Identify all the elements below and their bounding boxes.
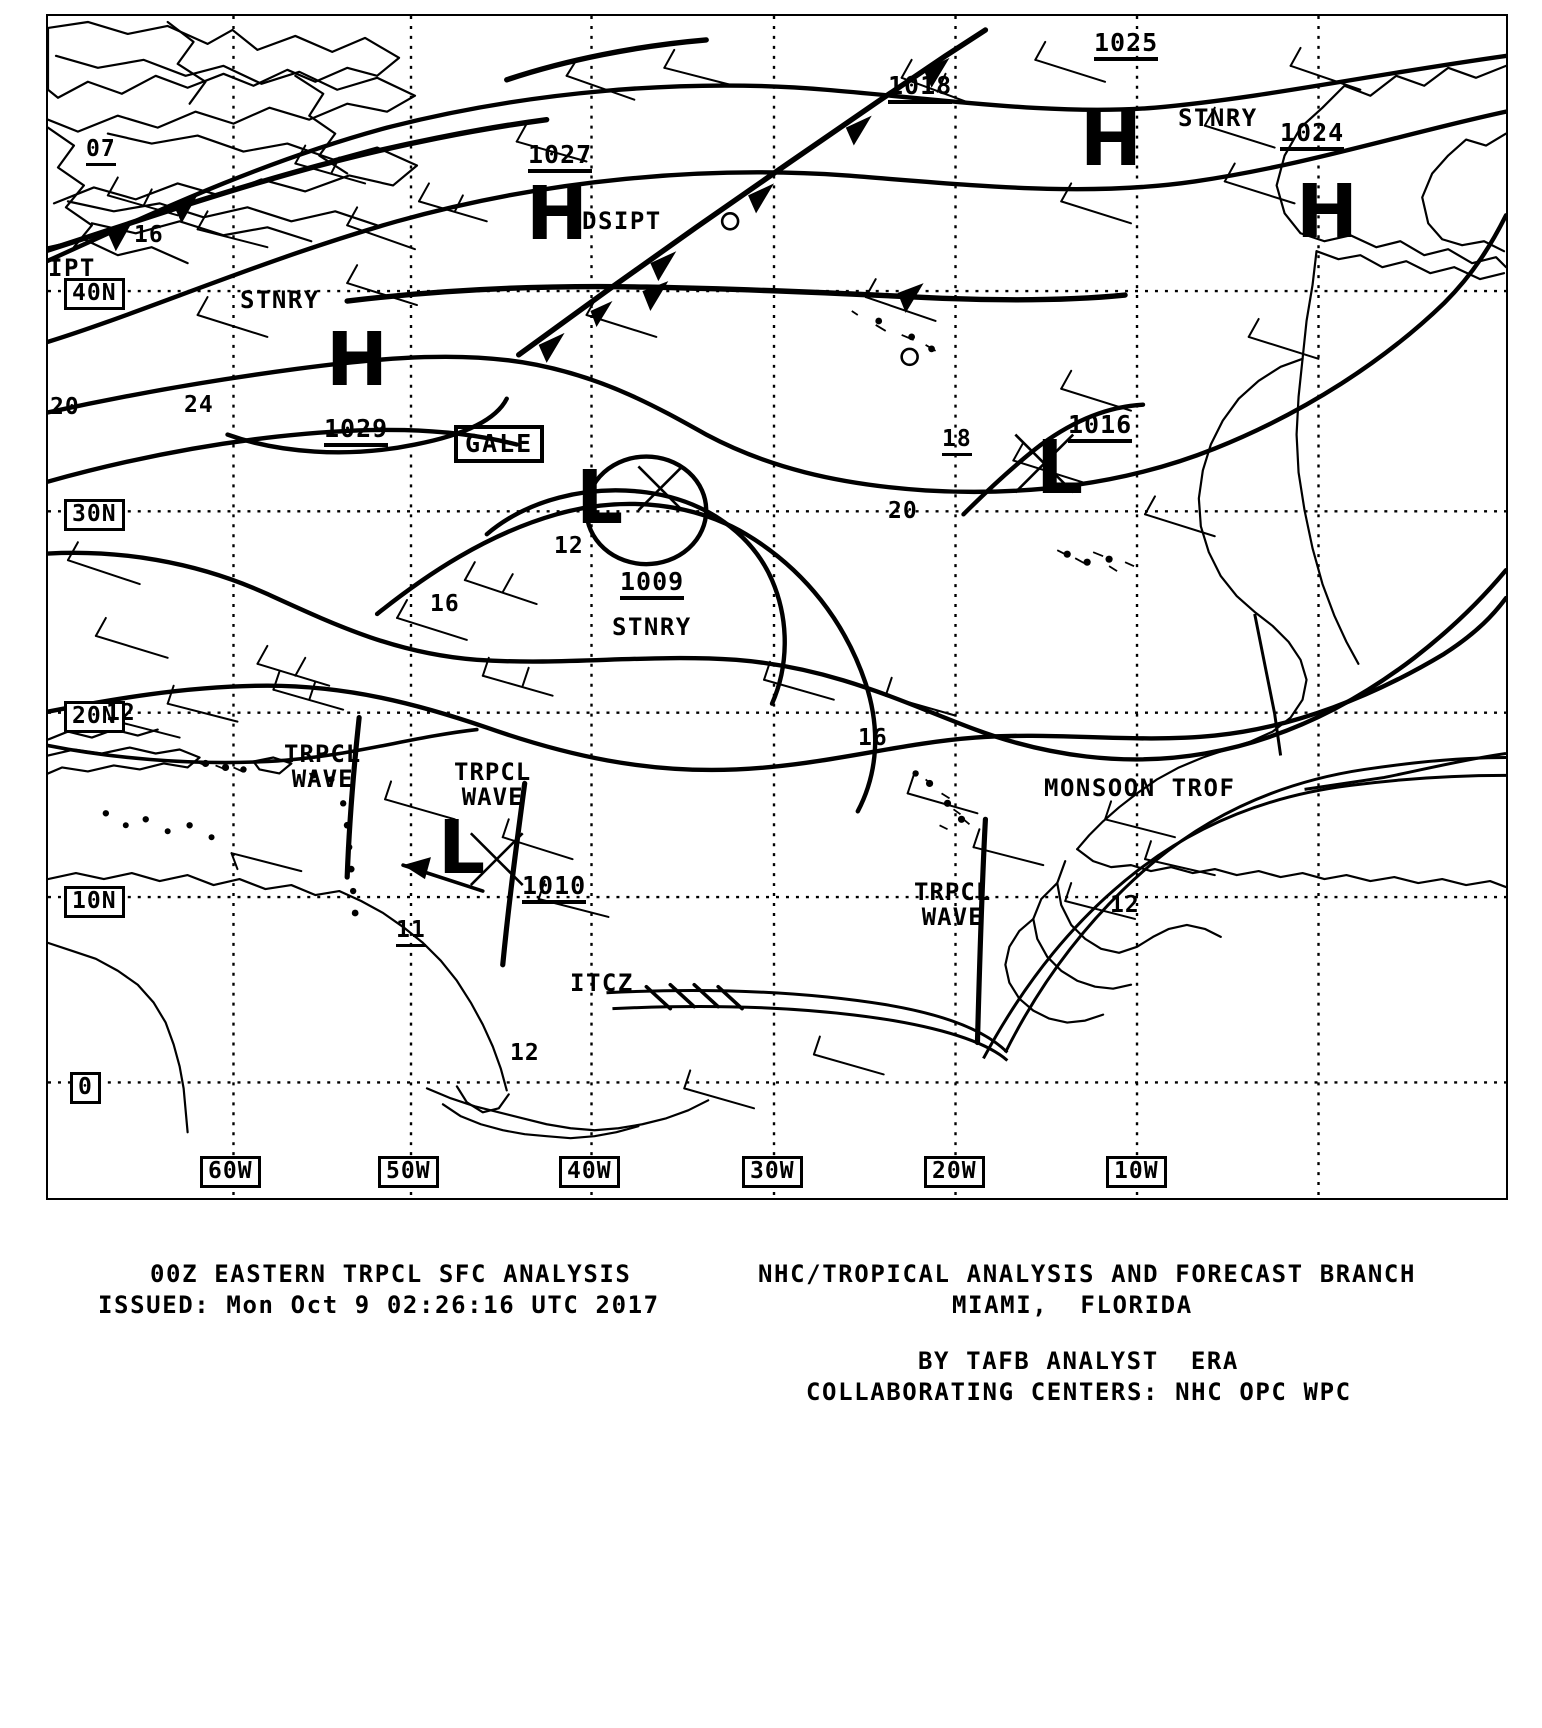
footer: 00Z EASTERN TRPCL SFC ANALYSIS ISSUED: M… <box>0 1255 1542 1435</box>
pressure-value-1027: 1027 <box>528 142 593 173</box>
itcz-hatching <box>644 982 744 1011</box>
graticule <box>48 16 1506 1198</box>
front-label-ipt: IPT <box>48 254 96 282</box>
pressure-value-1018: 1018 <box>888 73 953 104</box>
footer-city: MIAMI, FLORIDA <box>952 1291 1193 1319</box>
isobar-label-20-w: 20 <box>50 394 80 420</box>
isobar-label-16-nw: 16 <box>134 222 164 248</box>
tropical-wave-label-west: TRPCL WAVE <box>284 740 362 794</box>
isobar-label-07: 07 <box>86 138 116 166</box>
lat-label-40n: 40N <box>64 278 125 310</box>
stationary-front-central <box>344 281 1128 313</box>
tropical-waves <box>344 715 989 1046</box>
isobar-label-12-low: 12 <box>554 533 584 559</box>
lon-label-30w: 30W <box>742 1156 803 1188</box>
isobar-label-12-africa: 12 <box>1110 892 1140 918</box>
isobar-label-12-carib: 12 <box>106 700 136 726</box>
weather-map-canvas: .coast{fill:none;stroke:#000;stroke-widt… <box>48 16 1506 1198</box>
gale-warning-box: GALE <box>454 425 545 463</box>
low-center-x-marks <box>469 433 1075 886</box>
tropical-wave-label-central: TRPCL WAVE <box>454 758 532 812</box>
lat-label-20n: 20N <box>64 701 125 733</box>
low-center-1009: L <box>576 455 624 541</box>
lon-label-40w: 40W <box>559 1156 620 1188</box>
footer-collaborating: COLLABORATING CENTERS: NHC OPC WPC <box>806 1378 1352 1406</box>
pressure-value-1029: 1029 <box>324 416 389 447</box>
isobar-label-18: 18 <box>942 428 972 456</box>
footer-analyst: BY TAFB ANALYST ERA <box>918 1347 1239 1375</box>
lat-label-10n: 10N <box>64 886 125 918</box>
lon-label-50w: 50W <box>378 1156 439 1188</box>
isobars <box>48 53 1506 1062</box>
cold-front <box>516 27 989 363</box>
wind-barbs <box>66 40 1362 1110</box>
front-label-stnry-west: STNRY <box>240 286 320 314</box>
isobar-label-11: 11 <box>396 919 426 947</box>
low-motion-arrow <box>401 857 485 893</box>
front-label-stnry-east: STNRY <box>1178 104 1258 132</box>
stationary-front-north <box>48 37 709 253</box>
high-center-1025: H <box>1080 97 1142 183</box>
high-center-1027: H <box>526 171 588 257</box>
low-center-1016: L <box>1036 425 1084 511</box>
pressure-value-1016: 1016 <box>1068 412 1133 443</box>
lon-label-10w: 10W <box>1106 1156 1167 1188</box>
high-center-1029: H <box>326 317 388 403</box>
isobar-label-16-trades: 16 <box>858 725 888 751</box>
low-center-1010: L <box>438 805 486 891</box>
pressure-value-1009: 1009 <box>620 569 685 600</box>
high-center-1024: H <box>1296 169 1358 255</box>
isobar-label-16-sw: 16 <box>430 591 460 617</box>
isobar-label-12-south: 12 <box>510 1040 540 1066</box>
front-label-stnry-central: STNRY <box>612 613 692 641</box>
tropical-wave-label-east: TRPCL WAVE <box>914 878 992 932</box>
lat-label-equator: 0 <box>70 1072 101 1104</box>
itcz-label: ITCZ <box>570 969 634 997</box>
footer-title: 00Z EASTERN TRPCL SFC ANALYSIS <box>150 1260 632 1288</box>
pressure-value-1024: 1024 <box>1280 120 1345 151</box>
front-label-dsipt: DSIPT <box>582 207 662 235</box>
lat-label-30n: 30N <box>64 499 125 531</box>
map-frame: .coast{fill:none;stroke:#000;stroke-widt… <box>46 14 1508 1200</box>
pressure-value-1010: 1010 <box>522 873 587 904</box>
monsoon-trof-label: MONSOON TROF <box>1044 774 1236 802</box>
lon-label-60w: 60W <box>200 1156 261 1188</box>
isobar-label-20-e: 20 <box>888 498 918 524</box>
lon-label-20w: 20W <box>924 1156 985 1188</box>
pressure-value-1025: 1025 <box>1094 30 1159 61</box>
footer-issued: ISSUED: Mon Oct 9 02:26:16 UTC 2017 <box>98 1291 660 1319</box>
coastlines <box>48 20 1506 1140</box>
isobar-label-24: 24 <box>184 392 214 418</box>
footer-branch: NHC/TROPICAL ANALYSIS AND FORECAST BRANC… <box>758 1260 1417 1288</box>
